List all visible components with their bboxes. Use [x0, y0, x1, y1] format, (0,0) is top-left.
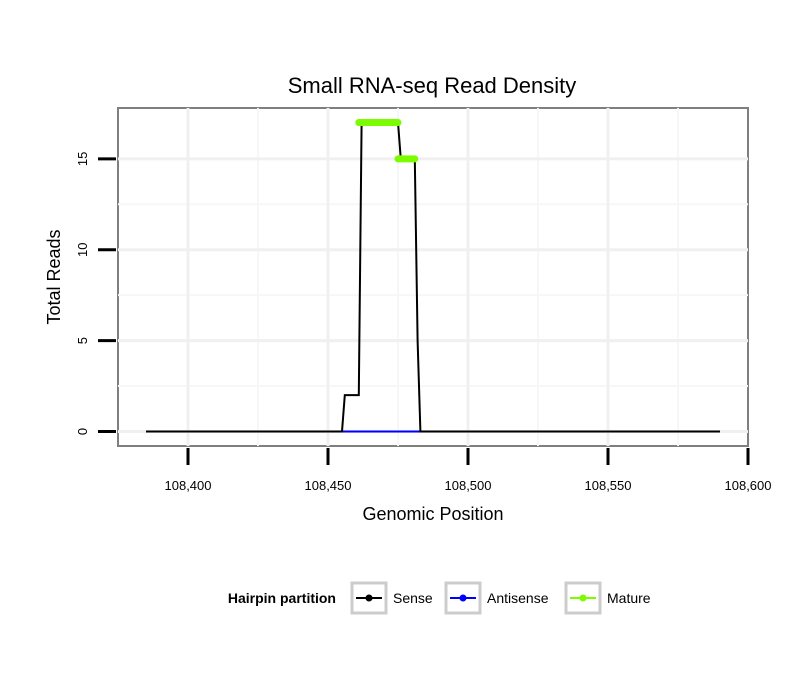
x-tick-label: 108,600 — [725, 478, 772, 493]
y-tick-label: 0 — [75, 428, 90, 435]
legend-label-mature: Mature — [607, 590, 651, 606]
data-series — [146, 119, 720, 433]
y-axis: 0 5 10 15 — [75, 152, 116, 435]
grid-lines — [118, 108, 748, 446]
y-tick-label: 5 — [75, 337, 90, 344]
legend-key-point — [459, 594, 467, 602]
x-tick-label: 108,400 — [165, 478, 212, 493]
legend-key-antisense — [444, 581, 482, 615]
y-tick-label: 10 — [75, 243, 90, 257]
legend-key-point — [365, 594, 373, 602]
legend: Hairpin partition Sense Antisense Mature — [228, 581, 651, 615]
y-axis-label: Total Reads — [44, 229, 64, 324]
x-axis: 108,400 108,450 108,500 108,550 108,600 — [165, 448, 772, 493]
chart-title: Small RNA-seq Read Density — [288, 73, 577, 98]
x-axis-label: Genomic Position — [362, 504, 503, 524]
x-tick-label: 108,550 — [585, 478, 632, 493]
y-tick-label: 15 — [75, 152, 90, 166]
x-tick-label: 108,500 — [445, 478, 492, 493]
plot-panel — [117, 107, 749, 447]
legend-title: Hairpin partition — [228, 590, 336, 606]
legend-key-mature — [564, 581, 602, 615]
legend-label-antisense: Antisense — [487, 590, 549, 606]
legend-label-sense: Sense — [393, 590, 433, 606]
legend-key-point — [579, 594, 587, 602]
legend-key-sense — [350, 581, 388, 615]
x-tick-label: 108,450 — [305, 478, 352, 493]
